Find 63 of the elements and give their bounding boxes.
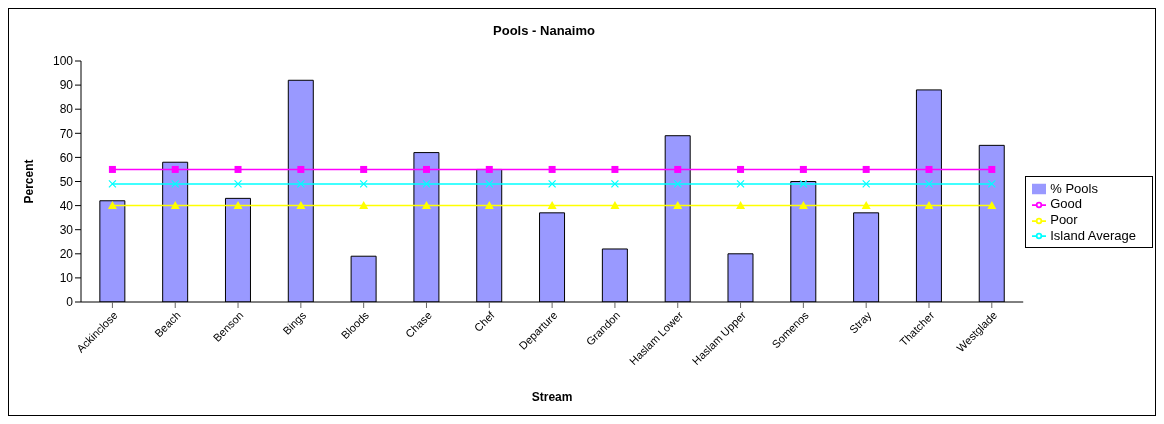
point (296, 201, 306, 210)
point (484, 201, 494, 210)
point (862, 165, 870, 173)
y-tick-label: 50 (59, 174, 74, 189)
point (798, 201, 808, 210)
point (421, 201, 431, 210)
y-tick-label: 40 (59, 198, 74, 213)
point (799, 165, 807, 173)
point (673, 179, 682, 189)
point (674, 165, 682, 173)
y-tick-label: 70 (59, 126, 74, 141)
y-tick-label: 10 (59, 271, 74, 286)
x-axis-title: Stream (531, 390, 573, 404)
point (611, 165, 619, 173)
point (548, 179, 557, 189)
point (737, 165, 745, 173)
point (422, 179, 431, 189)
point (548, 165, 556, 173)
point (107, 201, 117, 210)
legend-label: Island Average (1050, 227, 1136, 243)
point (108, 179, 117, 189)
point (987, 179, 996, 189)
point (296, 179, 305, 189)
point (233, 179, 243, 189)
y-axis-title: Percent (22, 159, 37, 204)
y-tick-label: 20 (59, 247, 74, 262)
point (485, 165, 493, 173)
point (547, 201, 557, 210)
point (610, 201, 620, 210)
point (297, 165, 305, 173)
point (422, 165, 430, 173)
legend-label: Poor (1050, 212, 1078, 227)
point (360, 165, 368, 173)
y-tick-label: 100 (52, 54, 74, 69)
point (610, 179, 620, 189)
point (861, 201, 871, 210)
point (359, 201, 369, 210)
y-tick-label: 0 (66, 295, 74, 310)
y-tick-label: 30 (59, 222, 74, 237)
point (233, 201, 243, 210)
point (359, 179, 368, 189)
y-tick-label: 60 (59, 150, 74, 165)
y-tick-label: 90 (59, 78, 74, 93)
y-tick-label: 80 (59, 102, 74, 117)
point (485, 179, 494, 189)
legend-label: Good (1050, 196, 1083, 212)
point (862, 179, 871, 189)
point (799, 179, 808, 189)
point (924, 201, 934, 210)
chart-title: Pools - Nanaimo (492, 23, 596, 38)
legend-label: % Pools (1050, 180, 1098, 196)
point (673, 201, 683, 210)
point (987, 201, 997, 210)
point (234, 165, 242, 173)
point (171, 165, 179, 173)
point (988, 165, 996, 173)
point (924, 179, 934, 189)
point (736, 179, 745, 189)
point (170, 201, 180, 210)
point (925, 165, 933, 173)
point (108, 165, 116, 173)
point (171, 179, 180, 189)
point (736, 201, 746, 210)
